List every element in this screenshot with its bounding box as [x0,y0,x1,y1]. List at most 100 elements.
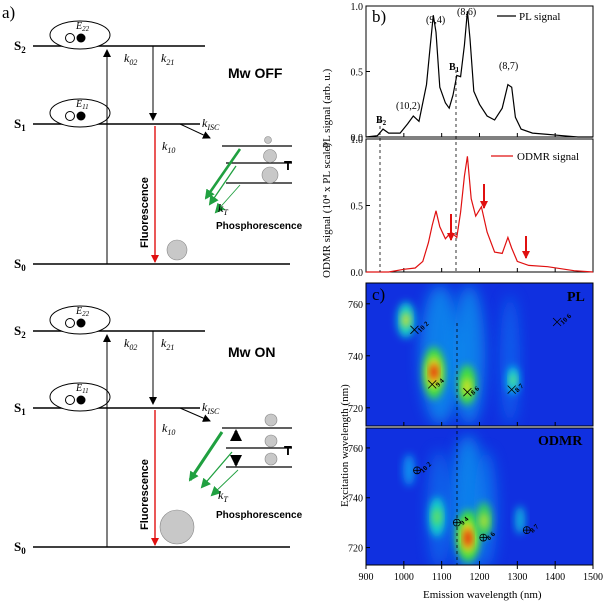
e22-label: E22 [75,306,90,318]
x-axis-ticks: 900 1000 1100 1200 1300 1400 1500 [359,565,603,583]
pl-series-line [365,11,593,138]
y-tick-label: 0.0 [351,268,364,279]
panel-a-label: a) [2,3,15,22]
chirality-marker-icon [463,387,472,397]
kisc-arrow [179,407,211,422]
s2-label: S2 [14,323,26,340]
s1-label: S1 [14,400,26,417]
odmr-plot: 0.0 0.5 1.0 ODMR signal ODMR signal (10⁴ x… [321,135,594,279]
e11-label: E11 [75,99,89,111]
population-circle [264,452,278,466]
x-tick-label: 1500 [583,572,603,583]
phosphorescence-arrow [214,184,241,214]
e11-label: E11 [75,383,89,395]
fluorescence-label: Fluorescence [139,459,151,530]
hole-icon [65,395,75,405]
population-circle [263,149,277,163]
diagram-mw-off: S2 S1 S0 E22 E11 k02 k21 k10 Fluorescenc… [14,20,303,273]
s1-label: S1 [14,116,26,133]
odmr-series-line [366,156,594,273]
fluorescence-label: Fluorescence [139,177,151,248]
annotation-b1: B1 [449,62,460,74]
k21-label: k21 [161,51,174,67]
hole-icon [65,33,75,43]
chirality-marker-icon [427,380,437,389]
k10-label: k10 [162,421,175,437]
t-label: T [284,443,292,458]
y-tick-label: 1.0 [351,2,364,13]
x-tick-label: 1000 [394,572,414,583]
y-tick-label: 1.0 [351,135,364,146]
phosphorescence-arrow [200,451,233,489]
k21-label: k21 [161,336,174,352]
y-tick-label: 740 [348,352,363,363]
pl-map-blobs [397,285,520,425]
y-tick-label: 720 [348,404,363,415]
kisc-label: kISC [202,116,220,132]
electron-icon [76,395,86,405]
odmr-legend-label: ODMR signal [517,151,579,163]
ground-population-circle [159,509,195,545]
kisc-label: kISC [202,400,220,416]
odmr-ylabel: ODMR signal (10⁴ x PL scale) [321,143,333,278]
annotation-9-4: (9,4) [426,15,445,26]
odmr-map-ticks: 720 740 760 [348,444,556,565]
pl-legend-label: PL signal [519,11,560,23]
y-tick-label: 720 [348,544,363,555]
k02-label: k02 [124,51,137,67]
population-circle [264,434,278,448]
x-tick-label: 1200 [470,572,490,583]
hole-icon [65,111,75,121]
kt-label: kT [218,488,228,504]
odmr-map-title: ODMR [538,434,583,449]
chirality-marker-icon [552,317,562,327]
s0-label: S0 [14,539,26,556]
x-tick-label: 900 [359,572,374,583]
phosphorescence-label: Phosphorescence [216,510,303,521]
x-tick-label: 1100 [432,572,452,583]
panel-b-label: b) [372,7,386,26]
electron-icon [76,318,86,328]
map-xlabel: Emission wavelength (nm) [423,589,542,601]
population-circle [264,136,272,144]
annotation-8-6: (8,6) [457,7,476,18]
e22-label: E22 [75,21,90,33]
y-tick-label: 760 [348,444,363,455]
annotation-b2: B2 [376,115,387,127]
k02-label: k02 [124,336,137,352]
diagram-mw-on: S2 S1 S0 E22 E11 k02 k21 k10 Fluorescenc… [14,305,303,556]
map-ylabel: Excitation wavelength (nm) [339,384,351,507]
odmr-peak-markers [447,184,530,259]
phosphorescence-arrow [210,469,239,497]
phosphorescence-arrow [208,165,237,206]
pl-plot: 0.0 0.5 1.0 PL signal B2 (10,2) (9,4) B1 (… [321,2,594,148]
y-tick-label: 0.5 [351,68,364,79]
odmr-map-blobs [403,435,525,565]
s0-label: S0 [14,256,26,273]
mw-on-label: Mw ON [228,344,275,360]
electron-icon [76,111,86,121]
mw-off-label: Mw OFF [228,65,283,81]
pl-map-ticks: 720 740 760 [348,300,556,426]
x-tick-label: 1300 [507,572,527,583]
annotation-10-2: (10,2) [396,101,420,112]
annotation-8-7: (8,7) [499,61,518,72]
k10-label: k10 [162,139,175,155]
pl-ylabel: PL signal (arb. u.) [321,68,333,148]
hole-icon [65,318,75,328]
pl-map-title: PL [567,290,585,305]
kisc-arrow [179,123,211,139]
pl-plot-frame [365,5,594,138]
y-tick-label: 0.5 [351,202,364,213]
t-label: T [284,158,292,173]
chirality-marker-icon [507,385,516,394]
ground-population-circle [166,239,188,261]
phosphorescence-arrow [204,148,242,200]
electron-icon [76,33,86,43]
kt-label: kT [218,201,228,217]
phosphorescence-arrow [188,431,224,482]
y-tick-label: 760 [348,300,363,311]
